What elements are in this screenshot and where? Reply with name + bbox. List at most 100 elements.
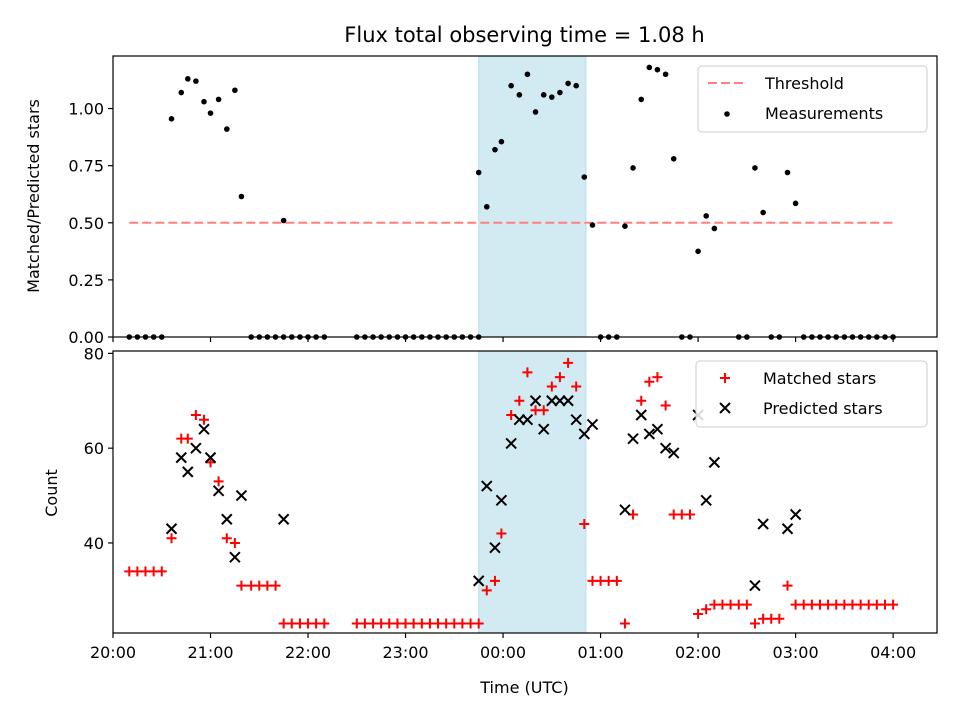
predicted-point (165, 523, 178, 535)
predicted-point (619, 504, 631, 516)
measurement-point (654, 66, 661, 73)
legend-label: Matched stars (763, 369, 876, 388)
legend-box (695, 360, 928, 428)
count-plot: 40 60 80 20:00 21:00 22:00 23:00 00:00 01:00 02:0… (84, 344, 938, 662)
plot-frame (112, 55, 938, 338)
predicted-point (781, 523, 794, 535)
measurement-point (184, 76, 191, 82)
matched-point (514, 395, 525, 406)
matched-point (701, 604, 712, 615)
matched-point (270, 580, 281, 591)
legend-label: Predicted stars (763, 399, 883, 418)
predicted-point (627, 432, 639, 445)
measurement-point (573, 82, 579, 89)
matched-point (546, 381, 557, 392)
measurement-point (752, 165, 758, 171)
predicted-point (546, 395, 558, 407)
chart-title: Flux total observing time = 1.08 h (344, 23, 704, 47)
matched-point (213, 476, 224, 487)
legend-label: Measurements (765, 104, 883, 123)
matched-point (749, 618, 760, 629)
predicted-point (229, 551, 241, 563)
shaded-region (478, 350, 587, 634)
measurement-point (232, 87, 238, 94)
predicted-point (277, 513, 290, 525)
legend-measurement-swatch (724, 111, 730, 117)
x-axis-label: Time (UTC) (479, 678, 568, 697)
measurement-point (760, 209, 766, 216)
measurement-point (540, 92, 547, 98)
y-tick-label: 0.25 (68, 271, 104, 290)
legend-predicted-swatch (719, 402, 731, 414)
predicted-point (521, 414, 534, 426)
matched-point (571, 381, 582, 392)
measurement-point (638, 96, 645, 103)
matched-point (496, 528, 507, 539)
measurement-point (178, 89, 185, 96)
matched-point (684, 509, 695, 520)
measurement-point (622, 223, 628, 229)
measurement-point (549, 94, 555, 100)
predicted-point (212, 485, 225, 497)
measurement-point (223, 126, 230, 132)
predicted-point (198, 423, 210, 435)
measurement-point (168, 116, 175, 122)
measurement-point (711, 225, 718, 232)
matched-point (236, 580, 247, 591)
measurement-point (207, 110, 214, 116)
ratio-plot: 0.00 0.25 0.50 0.75 1.00 Threshold Measurement… (68, 55, 938, 347)
measurement-point (662, 71, 669, 78)
matched-point (229, 537, 240, 548)
legend-matched-swatch (720, 373, 730, 383)
x-tick-label: 01:00 (578, 643, 624, 662)
x-tick-label: 04:00 (870, 643, 916, 662)
x-tick-label: 21:00 (187, 643, 233, 662)
predicted-point (643, 428, 656, 440)
measurement-point (630, 165, 636, 171)
predicted-point (481, 480, 493, 492)
predicted-point (472, 575, 485, 587)
matched-point (611, 575, 622, 586)
measurement-point (524, 71, 531, 78)
measurement-point (508, 82, 514, 89)
predicted-point (529, 395, 542, 407)
predicted-point (570, 414, 582, 426)
matched-point (554, 372, 565, 383)
predicted-point (190, 442, 202, 454)
predicted-point (204, 451, 217, 464)
predicted-point (562, 395, 574, 407)
matched-point (522, 367, 533, 378)
predicted-point (708, 456, 721, 469)
matched-point (619, 618, 630, 629)
measurement-point (238, 193, 245, 200)
predicted-point (586, 418, 599, 431)
y-tick-label: 40 (84, 534, 104, 553)
y-tick-label: 0.75 (68, 157, 104, 176)
predicted-point (554, 395, 566, 407)
matched-point (166, 533, 177, 544)
measurement-point (695, 248, 701, 255)
predicted-point (505, 437, 517, 450)
predicted-point (175, 451, 187, 464)
matched-point (563, 357, 574, 368)
matched-point (774, 613, 785, 624)
measurement-point (201, 98, 207, 105)
predicted-point (578, 428, 590, 440)
y-tick-label: 0.50 (68, 214, 104, 233)
predicted-point (489, 541, 501, 554)
measurement-point (589, 222, 596, 228)
measurement-point (557, 89, 563, 96)
predicted-point (495, 494, 508, 507)
top-y-axis-label: Matched/Predicted stars (24, 99, 43, 293)
x-tick-label: 03:00 (773, 643, 819, 662)
measurement-point (498, 138, 505, 145)
measurement-point (280, 217, 287, 224)
matched-point (156, 566, 167, 577)
measurement-point (483, 203, 490, 210)
measurement-point (193, 78, 199, 84)
x-tick-label: 22:00 (285, 643, 331, 662)
y-tick-label: 0.00 (68, 328, 104, 347)
predicted-point (659, 442, 672, 454)
bottom-y-axis-label: Count (42, 469, 61, 517)
